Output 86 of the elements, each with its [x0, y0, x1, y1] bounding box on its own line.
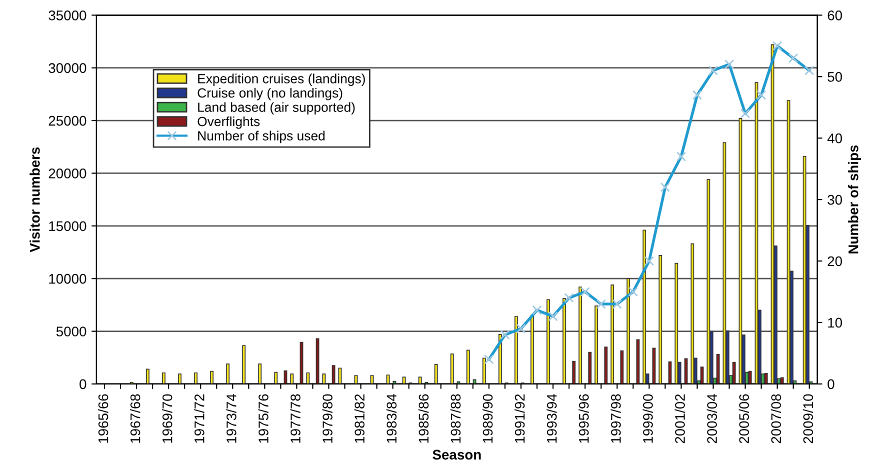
- y2-axis-title: Number of ships: [848, 145, 862, 254]
- y-tick-label: 10000: [49, 274, 86, 284]
- x-tick-label: 1987/88: [450, 394, 461, 443]
- bar: [210, 370, 214, 384]
- x-tick-label: 2007/08: [770, 394, 782, 444]
- y2-tick-label: 10: [828, 318, 842, 328]
- x-tick-label: 1977/78: [290, 394, 300, 443]
- bar: [620, 350, 624, 384]
- x-tick-label: 1967/68: [130, 394, 140, 443]
- bar: [418, 376, 422, 384]
- x-tick-label: 1965/66: [98, 394, 108, 443]
- y2-tick-label: 50: [828, 72, 842, 82]
- x-tick-label: 1971/72: [194, 394, 204, 443]
- x-tick-label: 1995/96: [578, 394, 589, 443]
- bar: [604, 346, 608, 384]
- bar: [434, 364, 438, 384]
- y-tick-label: 30000: [48, 63, 86, 74]
- bar: [514, 316, 518, 384]
- bar: [450, 353, 454, 384]
- bar: [562, 298, 566, 384]
- x-tick-label: 2005/06: [738, 394, 750, 444]
- y-tick-label: 20000: [48, 168, 86, 178]
- bar: [178, 374, 182, 384]
- legend-label: Overflights: [198, 116, 260, 129]
- bar: [194, 372, 198, 384]
- x-tick-label: 1979/80: [322, 394, 332, 443]
- y2-tick-label: 30: [828, 194, 842, 205]
- legend-label: Land based (air supported): [198, 102, 355, 115]
- bar: [466, 350, 470, 384]
- x-tick-label: 1981/82: [354, 394, 365, 443]
- y2-tick-label: 40: [827, 133, 842, 144]
- bar: [594, 306, 598, 384]
- bar: [392, 380, 396, 384]
- bar: [226, 364, 230, 384]
- bar: [626, 278, 630, 384]
- bar: [572, 360, 576, 384]
- bar: [530, 315, 534, 384]
- bar: [748, 370, 752, 384]
- x-axis-title: Season: [432, 450, 481, 460]
- bar: [306, 372, 310, 384]
- bar: [162, 372, 166, 384]
- x-tick-label: 2009/10: [802, 394, 814, 444]
- bar: [690, 243, 694, 384]
- legend-label: Number of ships used: [198, 130, 325, 144]
- bar: [146, 368, 150, 384]
- x-tick-label: 1985/86: [418, 394, 429, 443]
- bar: [610, 284, 614, 384]
- bar: [274, 372, 278, 384]
- y-tick-label: 35000: [48, 10, 86, 20]
- y-tick-label: 5000: [56, 326, 86, 336]
- x-tick-label: 1975/76: [258, 394, 268, 443]
- bar: [332, 365, 336, 384]
- bar: [636, 339, 640, 384]
- x-tick-label: 1997/98: [610, 394, 621, 443]
- x-tick-label: 2003/04: [706, 394, 717, 444]
- x-tick-label: 1999/00: [642, 394, 653, 443]
- x-tick-label: 1969/70: [162, 394, 172, 443]
- bar: [242, 345, 246, 384]
- y-tick-label: 0: [80, 379, 86, 390]
- bar: [578, 286, 582, 384]
- x-tick-label: 1989/90: [482, 394, 493, 443]
- x-tick-label: 1993/94: [546, 394, 557, 443]
- bar: [290, 374, 294, 384]
- bar: [732, 362, 736, 384]
- bar: [642, 230, 646, 384]
- x-tick-label: 2001/02: [674, 394, 685, 444]
- bar: [780, 377, 784, 384]
- bar: [764, 372, 768, 384]
- bar: [258, 364, 262, 384]
- legend-label: Expedition cruises (landings): [198, 74, 365, 86]
- bar: [482, 358, 486, 384]
- bar: [588, 352, 592, 384]
- y2-tick-label: 0: [828, 379, 834, 390]
- legend-label: Cruise only (no landings): [198, 88, 342, 100]
- bar: [706, 179, 710, 384]
- y2-tick-label: 60: [828, 10, 842, 20]
- x-tick-label: 1983/84: [386, 394, 397, 443]
- y-tick-label: 15000: [49, 221, 86, 232]
- y-axis-title: Visitor numbers: [30, 147, 40, 252]
- bar: [546, 299, 550, 384]
- y2-tick-label: 20: [828, 256, 842, 266]
- x-tick-label: 1991/92: [514, 394, 525, 443]
- bar: [658, 254, 662, 384]
- x-tick-label: 1973/74: [226, 394, 236, 443]
- bar: [674, 262, 678, 384]
- y-tick-label: 25000: [48, 116, 86, 126]
